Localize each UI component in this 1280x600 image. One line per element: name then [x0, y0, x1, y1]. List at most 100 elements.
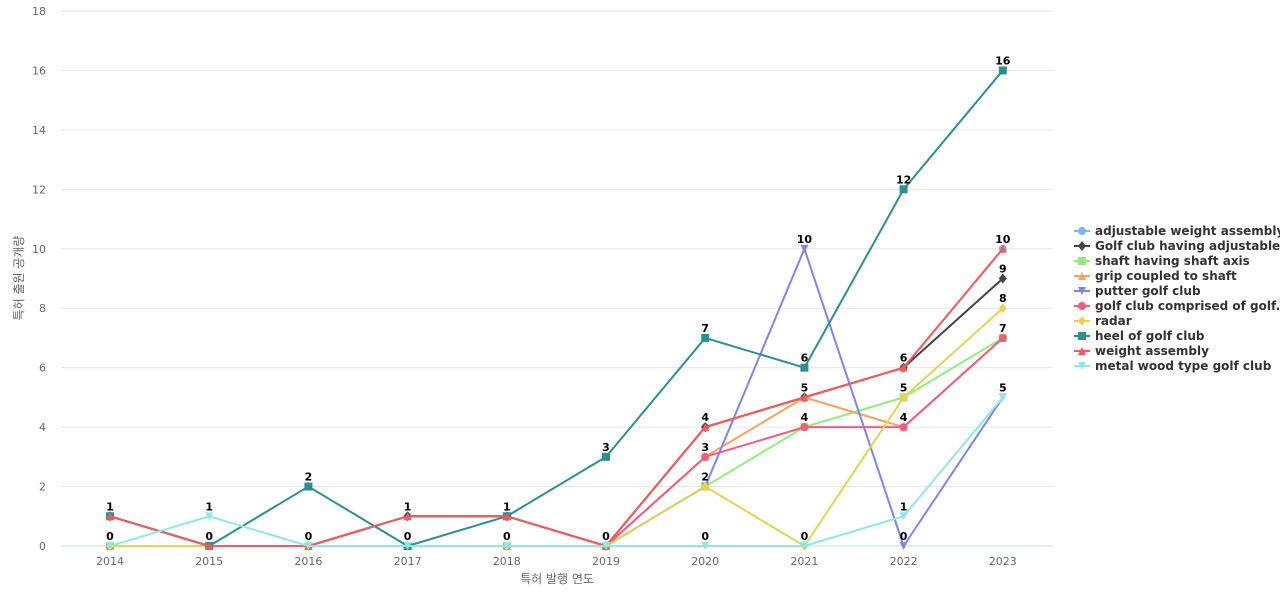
- data-label: 0: [205, 530, 213, 543]
- series-10: [106, 393, 1007, 550]
- data-point: [701, 542, 710, 550]
- series-line: [109, 69, 1004, 547]
- data-point: [800, 542, 809, 550]
- series-line: [109, 247, 1004, 547]
- data-label: 7: [999, 322, 1007, 335]
- data-label: 1: [503, 500, 511, 513]
- series-line: [109, 277, 1004, 547]
- series-1: [106, 244, 1007, 550]
- x-tick-label: 2019: [592, 555, 620, 568]
- legend-label: golf club comprised of golf...: [1095, 299, 1280, 313]
- legend-label: radar: [1095, 314, 1132, 328]
- data-point: [403, 512, 412, 521]
- legend-label: shaft having shaft axis: [1095, 254, 1250, 268]
- legend-item[interactable]: Golf club having adjustable...: [1074, 239, 1280, 253]
- y-tick-label: 12: [32, 183, 46, 196]
- data-label: 1: [900, 500, 908, 513]
- legend-marker: [1078, 241, 1086, 251]
- data-label: 12: [896, 173, 911, 186]
- x-tick-label: 2016: [294, 555, 322, 568]
- data-point: [800, 423, 809, 432]
- data-label: 0: [106, 530, 114, 543]
- legend-marker: [1078, 287, 1086, 295]
- legend-label: Golf club having adjustable...: [1095, 239, 1280, 253]
- legend-item[interactable]: golf club comprised of golf...: [1074, 299, 1280, 313]
- legend-marker: [1078, 316, 1086, 326]
- data-label: 1: [106, 500, 114, 513]
- data-label: 0: [801, 530, 809, 543]
- legend-marker: [1078, 362, 1086, 370]
- legend-item[interactable]: metal wood type golf club: [1074, 359, 1272, 373]
- legend-marker: [1078, 347, 1086, 355]
- data-label: 0: [602, 530, 610, 543]
- data-point: [205, 542, 214, 550]
- legend-item[interactable]: putter golf club: [1074, 284, 1201, 298]
- legend-marker: [1078, 302, 1086, 310]
- data-point: [304, 542, 313, 550]
- legend-item[interactable]: adjustable weight assembly: [1074, 224, 1280, 238]
- series-line: [109, 247, 1004, 547]
- data-point: [998, 393, 1007, 402]
- data-point: [602, 452, 610, 461]
- x-tick-label: 2022: [890, 555, 918, 568]
- legend-item[interactable]: shaft having shaft axis: [1074, 254, 1250, 268]
- data-label: 10: [797, 233, 813, 246]
- data-point: [403, 542, 412, 550]
- data-label: 5: [999, 381, 1007, 394]
- legend-marker: [1078, 257, 1086, 265]
- data-label: 7: [701, 322, 709, 335]
- data-label: 9: [999, 263, 1007, 276]
- data-label: 0: [404, 530, 412, 543]
- data-label: 1: [404, 500, 412, 513]
- data-label: 6: [900, 352, 908, 365]
- data-label: 0: [701, 530, 709, 543]
- data-label: 6: [801, 352, 809, 365]
- data-label: 3: [701, 441, 709, 454]
- data-label: 0: [900, 530, 908, 543]
- legend-item[interactable]: grip coupled to shaft: [1074, 269, 1237, 283]
- legend-item[interactable]: heel of golf club: [1074, 329, 1205, 343]
- data-point: [899, 512, 908, 521]
- data-point: [106, 542, 114, 550]
- legend-label: grip coupled to shaft: [1095, 269, 1237, 283]
- x-axis-title: 특허 발행 연도: [520, 571, 594, 586]
- legend-item[interactable]: radar: [1074, 314, 1132, 328]
- data-point: [998, 333, 1007, 342]
- data-label: 1: [205, 500, 213, 513]
- data-label: 2: [701, 471, 709, 484]
- legend-marker: [1078, 272, 1086, 280]
- data-point: [998, 303, 1007, 314]
- data-label: 3: [602, 441, 610, 454]
- y-tick-label: 18: [32, 5, 46, 18]
- data-point: [502, 512, 511, 521]
- y-tick-label: 6: [39, 362, 46, 375]
- data-point: [899, 542, 908, 550]
- data-point: [205, 512, 214, 521]
- y-tick-label: 8: [39, 302, 46, 315]
- data-point: [899, 185, 908, 194]
- data-label: 4: [801, 411, 809, 424]
- legend-item[interactable]: weight assembly: [1074, 344, 1209, 358]
- x-tick-label: 2023: [989, 555, 1017, 568]
- series-line: [109, 247, 1004, 547]
- data-label: 0: [503, 530, 511, 543]
- data-point: [899, 423, 908, 432]
- y-tick-label: 16: [32, 64, 46, 77]
- legend-label: adjustable weight assembly: [1095, 224, 1280, 238]
- data-point: [899, 392, 908, 403]
- data-point: [800, 244, 809, 253]
- legend-marker: [1078, 332, 1086, 340]
- data-label: 5: [900, 381, 908, 394]
- data-label: 4: [701, 411, 709, 424]
- series-5: [106, 244, 1007, 550]
- y-axis-title: 특허 출원 공개량: [12, 236, 26, 321]
- y-tick-label: 14: [32, 124, 46, 137]
- series-layer: [106, 66, 1007, 551]
- data-point: [701, 452, 710, 461]
- legend-label: putter golf club: [1095, 284, 1201, 298]
- series-6: [106, 333, 1007, 550]
- data-point: [899, 363, 908, 372]
